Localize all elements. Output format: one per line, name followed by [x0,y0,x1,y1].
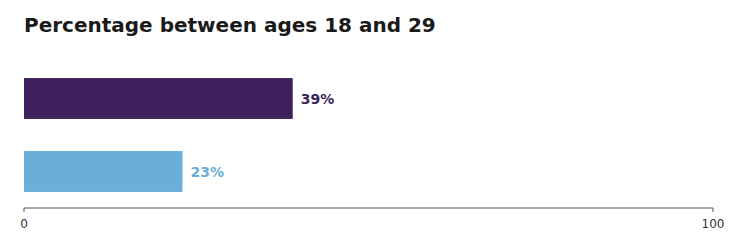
data-label: 39% [301,91,335,107]
x-tick [24,208,25,212]
data-label: 23% [190,164,224,180]
x-tick [713,208,714,212]
x-tick-label: 0 [20,217,28,231]
bar [24,151,182,192]
chart-container: Percentage between ages 18 and 29 39% 23% 0… [0,0,747,252]
data-labels: 39% 23% [190,91,334,180]
title: Percentage between ages 18 and 29 [24,13,436,37]
x-axis-line [24,207,713,208]
x-tick-label: 100 [702,217,725,231]
chart-svg: Percentage between ages 18 and 29 39% 23% 0… [0,0,747,252]
bars [24,78,293,192]
bar [24,78,293,119]
